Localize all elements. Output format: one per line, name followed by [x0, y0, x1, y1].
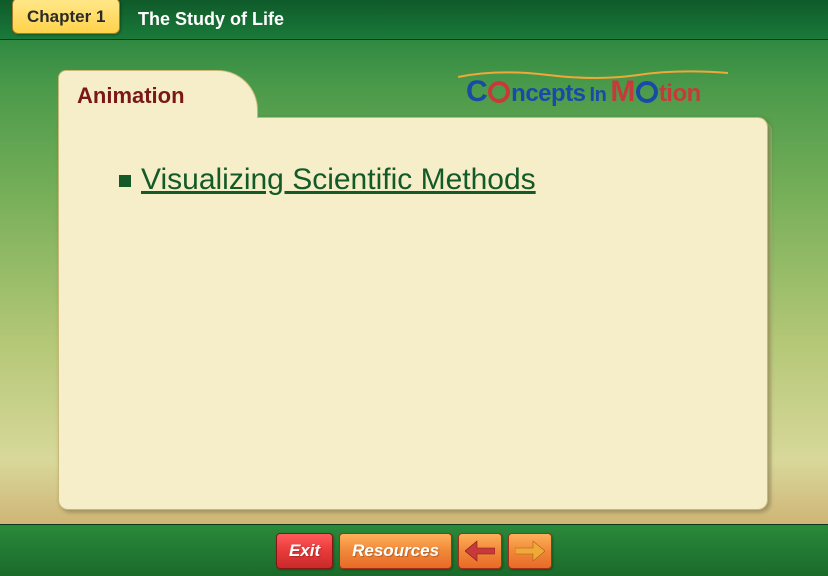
exit-button[interactable]: Exit [276, 533, 333, 569]
content-folder: Animation Visualizing Scientific Methods [58, 70, 768, 510]
brand-text: In [590, 84, 607, 107]
brand-ring-icon [488, 81, 510, 103]
folder-body: Visualizing Scientific Methods [58, 117, 768, 510]
resources-button[interactable]: Resources [339, 533, 452, 569]
header-bar: Chapter 1 The Study of Life [0, 0, 828, 40]
page-title: The Study of Life [138, 9, 284, 30]
chapter-tab: Chapter 1 [12, 0, 120, 34]
animation-link[interactable]: Visualizing Scientific Methods [141, 163, 536, 197]
resources-label: Resources [352, 541, 439, 561]
next-button[interactable] [508, 533, 552, 569]
folder-tab: Animation [58, 70, 258, 118]
arrow-left-icon [465, 540, 495, 562]
list-item: Visualizing Scientific Methods [119, 163, 536, 197]
concepts-in-motion-logo: C ncepts In M tion [466, 75, 726, 111]
chapter-label: Chapter 1 [27, 7, 105, 26]
brand-text: ncepts [511, 80, 585, 108]
brand-ring-icon [636, 81, 658, 103]
folder-tab-label: Animation [77, 83, 185, 109]
bottom-nav: Exit Resources [0, 524, 828, 576]
wave-icon [458, 69, 728, 81]
prev-button[interactable] [458, 533, 502, 569]
exit-label: Exit [289, 541, 320, 561]
arrow-right-icon [515, 540, 545, 562]
brand-text: tion [659, 80, 701, 108]
bullet-icon [119, 175, 131, 187]
